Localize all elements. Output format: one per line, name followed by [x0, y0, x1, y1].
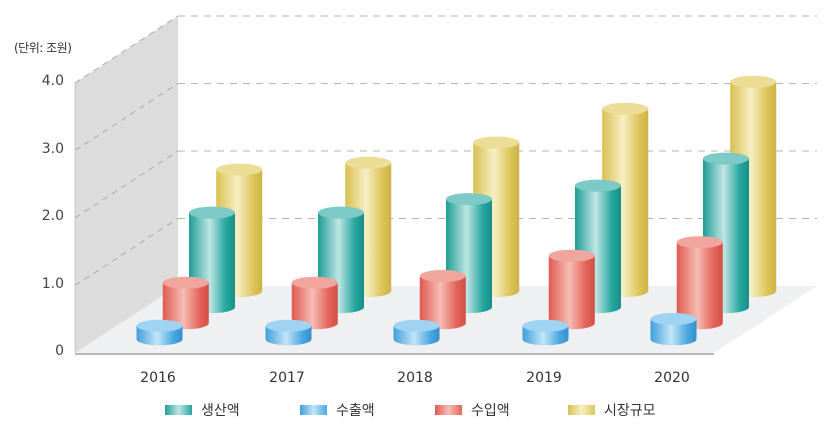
unit-label: (단위: 조원): [14, 41, 72, 55]
x-tick-label: 2019: [526, 370, 562, 386]
bar-2018-수입액: [419, 269, 466, 330]
legend-swatch-import: [435, 405, 462, 415]
x-tick-label: 2020: [654, 370, 690, 386]
y-tick-label: 4.0: [41, 73, 64, 89]
y-tick-label: 2.0: [41, 208, 64, 224]
gridline-side: [74, 150, 179, 219]
x-tick-label: 2016: [140, 370, 176, 386]
legend-label: 시장규모: [604, 403, 656, 419]
legend-item-production: 생산액: [165, 396, 240, 424]
bar-2018-수출액: [393, 319, 440, 346]
gridline-side: [74, 218, 179, 286]
gridline-side: [74, 15, 179, 84]
bar-2016-수출액: [136, 319, 183, 346]
bar-2019-수출액: [522, 319, 569, 346]
bar-2017-수출액: [265, 319, 312, 346]
bar-2019-수입액: [548, 249, 595, 330]
legend-item-export: 수출액: [300, 396, 375, 424]
legend-swatch-export: [300, 405, 327, 415]
bar-2020-수출액: [650, 313, 697, 346]
y-tick-label: 1.0: [41, 275, 64, 292]
legend-item-import: 수입액: [435, 396, 510, 424]
y-tick-label: 0: [55, 343, 64, 359]
legend: 생산액 수출액 수입액 시장규모: [0, 396, 837, 424]
legend-item-market-size: 시장규모: [568, 396, 656, 424]
gridline-side: [74, 83, 179, 151]
legend-label: 수출액: [336, 403, 375, 419]
legend-swatch-market-size: [568, 405, 595, 415]
x-tick-label: 2017: [269, 370, 305, 386]
legend-swatch-production: [165, 405, 192, 415]
legend-label: 생산액: [201, 403, 240, 419]
y-tick-label: 3.0: [41, 140, 64, 157]
x-tick-label: 2018: [397, 370, 433, 386]
legend-label: 수입액: [471, 403, 510, 419]
